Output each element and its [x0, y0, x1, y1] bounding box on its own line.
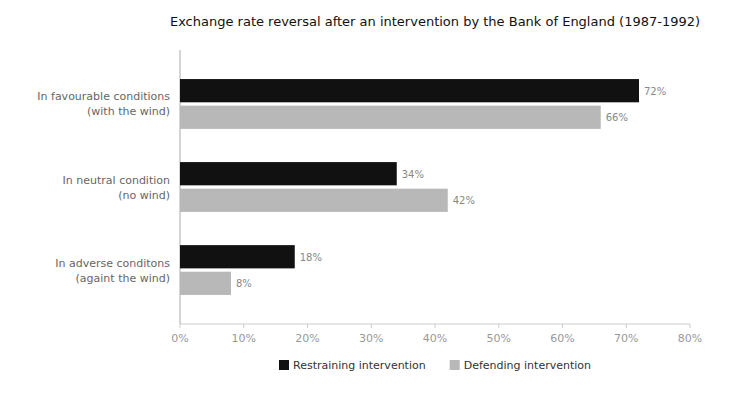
data-label: 34% — [402, 169, 424, 180]
data-labels: 72% 34% 18% 66% 42% 8% — [236, 86, 666, 290]
data-label: 18% — [300, 252, 322, 263]
legend-item: Defending intervention — [450, 359, 591, 372]
x-tick — [371, 324, 372, 328]
x-tick — [243, 324, 244, 328]
legend-item: Restraining intervention — [279, 359, 426, 372]
x-axis-line — [180, 324, 690, 325]
x-tick — [690, 324, 691, 328]
x-tick — [498, 324, 499, 328]
data-label: 42% — [453, 195, 475, 206]
x-tick-label: 30% — [359, 332, 383, 345]
data-label: 66% — [606, 112, 628, 123]
x-tick-label: 10% — [232, 332, 256, 345]
bar — [180, 162, 397, 185]
category-label: In neutral condition(no wind) — [63, 174, 170, 202]
bar — [180, 189, 448, 212]
bars — [180, 79, 639, 295]
title: Exchange rate reversal after an interven… — [170, 14, 700, 29]
legend-label: Defending intervention — [464, 359, 591, 372]
chart: Exchange rate reversal after an interven… — [0, 0, 730, 409]
x-tick-label: 0% — [171, 332, 188, 345]
category-label: In adverse conditons(againt the wind) — [55, 257, 170, 285]
x-tick — [562, 324, 563, 328]
x-tick — [180, 324, 181, 328]
bar — [180, 106, 601, 129]
x-axis: 0% 10% 20% 30% 40% 50% 60% 70% 80% — [171, 50, 702, 345]
legend-label: Restraining intervention — [293, 359, 426, 372]
x-tick-label: 40% — [423, 332, 447, 345]
x-tick-label: 20% — [295, 332, 319, 345]
legend-swatch — [279, 360, 289, 370]
legend: Restraining intervention Defending interv… — [279, 359, 591, 372]
x-tick — [307, 324, 308, 328]
x-tick-label: 70% — [614, 332, 638, 345]
bar — [180, 79, 639, 102]
x-tick — [626, 324, 627, 328]
data-label: 8% — [236, 278, 252, 289]
data-label: 72% — [644, 86, 666, 97]
x-tick-label: 50% — [487, 332, 511, 345]
x-tick — [435, 324, 436, 328]
x-tick-label: 80% — [678, 332, 702, 345]
bar — [180, 272, 231, 295]
bar — [180, 245, 295, 268]
legend-swatch — [450, 360, 460, 370]
category-label: In favourable conditions(with the wind) — [37, 90, 170, 118]
x-tick-label: 60% — [550, 332, 574, 345]
